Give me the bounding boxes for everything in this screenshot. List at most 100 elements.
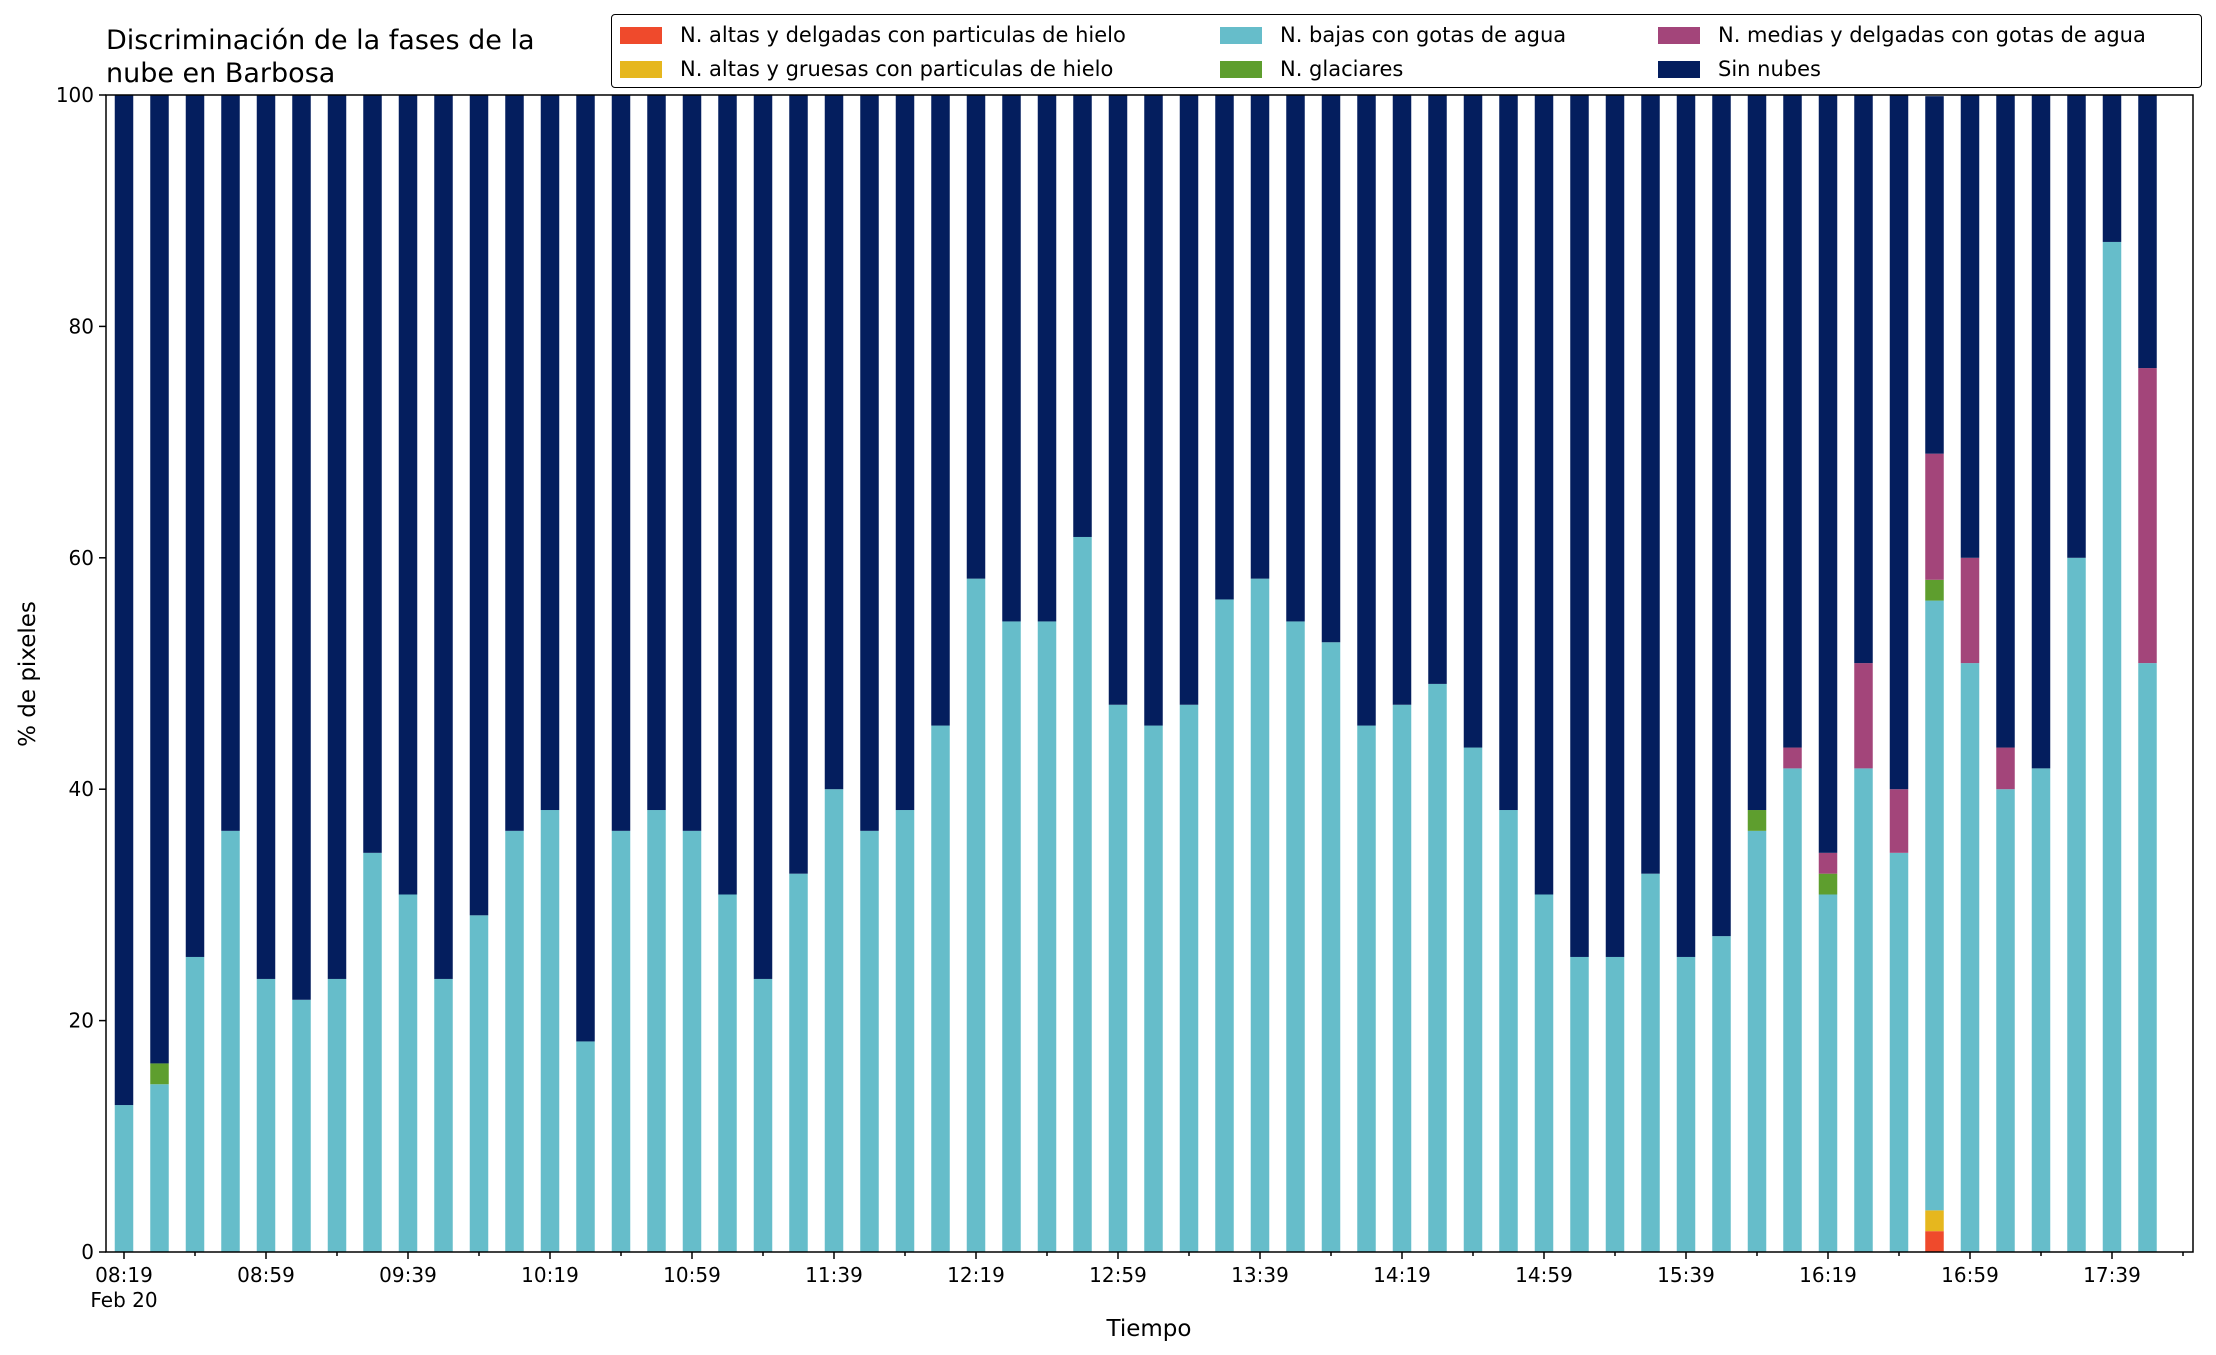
- bar-segment-s2-23: [931, 725, 950, 1252]
- bar-segment-s2-41: [1570, 956, 1589, 1252]
- y-tick-label-60: 60: [69, 546, 94, 570]
- bar-segment-s2-52: [1960, 663, 1980, 1252]
- bar-segment-s5-31: [1215, 95, 1234, 600]
- bar-segment-s2-7: [363, 852, 382, 1252]
- chart-title: Discriminación de la fases de la nube en…: [106, 25, 535, 89]
- x-tick-sublabel-0: Feb 20: [90, 1288, 157, 1312]
- bar-segment-s5-25: [1002, 95, 1021, 622]
- bar-segment-s4-49: [1854, 663, 1873, 769]
- x-tick-label-12: 10:19: [521, 1263, 579, 1287]
- x-tick-label-0: 08:19: [95, 1263, 153, 1287]
- legend-item-5: Sin nubes: [1658, 57, 1821, 81]
- bar-segment-s2-53: [1996, 789, 2015, 1252]
- bar-segment-s3-46: [1747, 810, 1767, 831]
- bar-segment-s5-37: [1428, 95, 1447, 684]
- bar-segment-s5-11: [505, 95, 524, 831]
- bar-segment-s2-42: [1605, 956, 1625, 1252]
- bar-segment-s5-27: [1073, 95, 1092, 537]
- x-tick-label-48: 16:19: [1799, 1263, 1857, 1287]
- bar-segment-s2-51: [1925, 600, 1944, 1211]
- bar-segment-s5-39: [1499, 95, 1518, 811]
- x-tick-label-32: 13:39: [1231, 1263, 1289, 1287]
- bar-segment-s5-6: [327, 95, 347, 979]
- bar-segment-s2-19: [789, 873, 808, 1252]
- bar-segment-s5-17: [718, 95, 737, 895]
- x-tick-label-52: 16:59: [1941, 1263, 1999, 1287]
- bar-segment-s2-1: [150, 1084, 169, 1252]
- chart-legend: N. altas y delgadas con particulas de hi…: [611, 14, 2202, 88]
- legend-swatch-2: [1220, 26, 1262, 44]
- bar-segment-s5-50: [1889, 95, 1909, 790]
- legend-swatch-5: [1658, 60, 1700, 78]
- bar-segment-s2-55: [2067, 557, 2086, 1252]
- bar-segment-s5-48: [1818, 95, 1838, 853]
- y-tick-label-80: 80: [69, 314, 94, 338]
- bar-segment-s2-37: [1428, 683, 1447, 1252]
- bar-segment-s4-53: [1996, 747, 2015, 790]
- bar-segment-s2-9: [434, 978, 453, 1252]
- x-tick-label-44: 15:39: [1657, 1263, 1715, 1287]
- bar-segment-s5-21: [860, 95, 879, 831]
- bar-segment-s5-15: [647, 95, 666, 811]
- bar-segment-s5-9: [434, 95, 453, 979]
- x-tick-label-56: 17:39: [2083, 1263, 2141, 1287]
- y-tick-label-100: 100: [56, 83, 94, 107]
- bar-segment-s5-56: [2102, 95, 2122, 242]
- bar-segment-s5-23: [931, 95, 950, 726]
- legend-swatch-0: [620, 26, 662, 44]
- bar-segment-s5-20: [824, 95, 844, 790]
- legend-swatch-1: [620, 60, 662, 78]
- bar-segment-s2-30: [1179, 704, 1199, 1252]
- bar-segment-s2-36: [1392, 704, 1412, 1252]
- legend-item-4: N. medias y delgadas con gotas de agua: [1658, 23, 2146, 47]
- y-axis: 0 20 40 60 80 100: [56, 83, 106, 1264]
- x-tick-label-4: 08:59: [237, 1263, 295, 1287]
- bar-segment-s2-22: [895, 810, 915, 1252]
- bar-segment-s2-15: [647, 810, 666, 1252]
- legend-label-2: N. bajas con gotas de agua: [1280, 23, 1567, 47]
- bar-segment-s5-28: [1108, 95, 1128, 705]
- bar-segment-s5-22: [895, 95, 915, 811]
- bar-segment-s1-51: [1925, 1210, 1944, 1232]
- bar-segment-s2-43: [1641, 873, 1660, 1252]
- bar-segment-s2-11: [505, 830, 524, 1252]
- bar-segment-s5-13: [576, 95, 595, 1042]
- bar-segment-s5-42: [1605, 95, 1625, 957]
- legend-item-2: N. bajas con gotas de agua: [1220, 23, 1566, 47]
- bar-segment-s4-48: [1818, 852, 1838, 874]
- bar-segment-s5-18: [753, 95, 773, 979]
- bar-segment-s5-0: [114, 95, 134, 1106]
- bar-segment-s5-32: [1250, 95, 1270, 579]
- bar-segment-s5-30: [1179, 95, 1199, 705]
- bar-segment-s2-3: [221, 830, 240, 1252]
- bar-segment-s5-53: [1996, 95, 2015, 748]
- bars-layer: [114, 95, 2157, 1252]
- bar-segment-s2-26: [1037, 621, 1057, 1252]
- bar-segment-s5-41: [1570, 95, 1589, 957]
- bar-segment-s2-56: [2102, 241, 2122, 1252]
- bar-segment-s2-57: [2138, 663, 2157, 1252]
- legend-item-0: N. altas y delgadas con particulas de hi…: [620, 23, 1126, 47]
- bar-segment-s4-47: [1783, 747, 1802, 769]
- legend-swatch-3: [1220, 60, 1262, 78]
- bar-segment-s2-12: [540, 810, 560, 1252]
- bar-segment-s2-2: [185, 956, 205, 1252]
- x-tick-label-36: 14:19: [1373, 1263, 1431, 1287]
- bar-segment-s5-36: [1392, 95, 1412, 705]
- bar-segment-s0-51: [1925, 1231, 1944, 1252]
- x-tick-label-20: 11:39: [805, 1263, 863, 1287]
- plot-frame: [105, 94, 2194, 1253]
- y-tick-label-20: 20: [69, 1009, 94, 1033]
- bar-segment-s2-5: [292, 999, 311, 1252]
- bar-segment-s2-39: [1499, 810, 1518, 1252]
- bar-segment-s2-24: [966, 578, 986, 1252]
- bar-segment-s5-7: [363, 95, 382, 853]
- bar-segment-s2-45: [1712, 936, 1731, 1252]
- bar-segment-s2-27: [1073, 536, 1092, 1252]
- bar-segment-s2-49: [1854, 768, 1873, 1252]
- bar-segment-s5-29: [1144, 95, 1163, 726]
- bar-segment-s5-16: [682, 95, 702, 831]
- x-tick-label-28: 12:59: [1089, 1263, 1147, 1287]
- bar-segment-s2-14: [611, 830, 631, 1252]
